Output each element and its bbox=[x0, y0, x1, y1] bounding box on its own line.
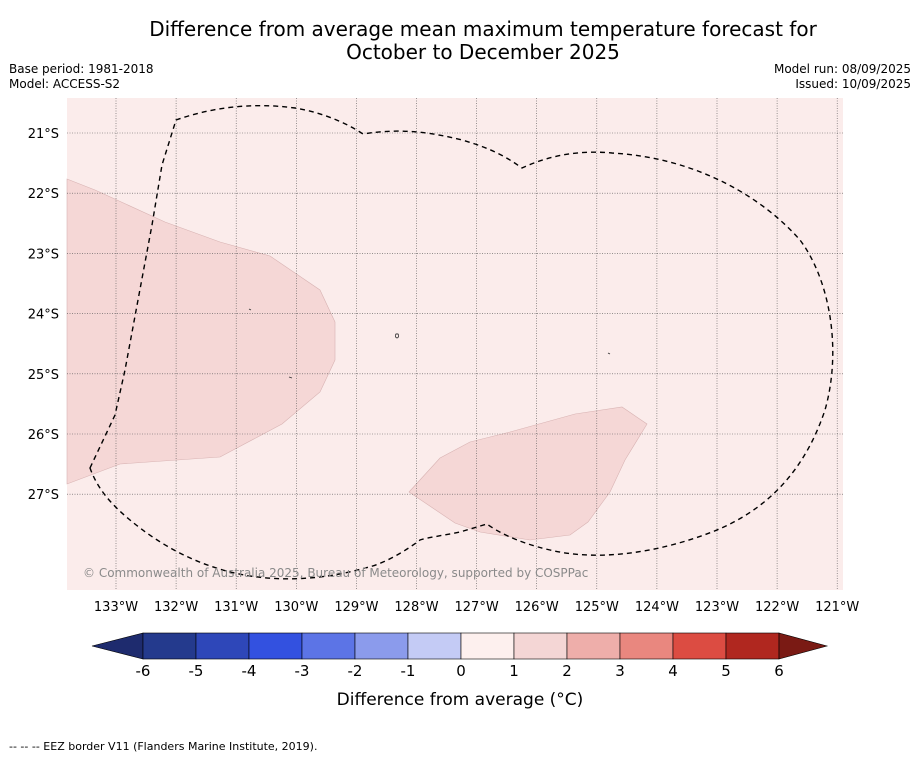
colorbar-extend-high bbox=[778, 632, 829, 660]
meta-right: Model run: 08/09/2025 Issued: 10/09/2025 bbox=[774, 62, 911, 92]
longitude-label: 130°W bbox=[274, 600, 318, 615]
colorbar-tick-label: -3 bbox=[295, 662, 310, 680]
colorbar-segment bbox=[513, 632, 568, 660]
latitude-label: 21°S bbox=[28, 127, 59, 142]
longitude-label: 133°W bbox=[94, 600, 138, 615]
colorbar-label: Difference from average (°C) bbox=[337, 690, 584, 710]
base-period: Base period: 1981-2018 bbox=[9, 62, 154, 76]
longitude-label: 124°W bbox=[635, 600, 679, 615]
island-marker bbox=[248, 308, 252, 311]
eez-border bbox=[89, 104, 834, 580]
colorbar-tick-label: 0 bbox=[456, 662, 466, 680]
colorbar-tick-label: 3 bbox=[615, 662, 625, 680]
issued-date: Issued: 10/09/2025 bbox=[795, 77, 911, 91]
colorbar-segment bbox=[248, 632, 303, 660]
colorbar-tick-label: -6 bbox=[136, 662, 151, 680]
gridlines bbox=[67, 98, 843, 590]
longitude-label: 125°W bbox=[575, 600, 619, 615]
island-marker bbox=[607, 352, 611, 355]
colorbar-segment bbox=[195, 632, 250, 660]
colorbar-tick-label: 5 bbox=[721, 662, 731, 680]
colorbar-tick-label: 2 bbox=[562, 662, 572, 680]
colorbar-segment bbox=[301, 632, 356, 660]
latitude-label: 24°S bbox=[28, 308, 59, 323]
map-title: Difference from average mean maximum tem… bbox=[0, 18, 919, 64]
latitude-label: 25°S bbox=[28, 368, 59, 383]
colorbar-tick-label: 6 bbox=[774, 662, 784, 680]
colorbar-segment bbox=[407, 632, 462, 660]
latitude-label: 22°S bbox=[28, 187, 59, 202]
longitude-label: 122°W bbox=[755, 600, 799, 615]
anomaly-region-southeast bbox=[408, 406, 648, 541]
longitude-label: 123°W bbox=[695, 600, 739, 615]
colorbar-tick-label: -2 bbox=[348, 662, 363, 680]
island-marker bbox=[394, 333, 400, 339]
longitude-labels: 133°W 132°W 131°W 130°W 129°W 128°W 127°W 126°W… bbox=[94, 600, 860, 615]
longitude-label: 127°W bbox=[455, 600, 499, 615]
latitude-label: 27°S bbox=[28, 488, 59, 503]
title-line-2: October to December 2025 bbox=[346, 40, 620, 64]
colorbar-segment bbox=[566, 632, 621, 660]
latitude-label: 26°S bbox=[28, 428, 59, 443]
anomaly-region-west bbox=[66, 178, 336, 485]
colorbar-segment bbox=[619, 632, 674, 660]
colorbar-tick-label: -4 bbox=[242, 662, 257, 680]
longitude-label: 132°W bbox=[154, 600, 198, 615]
latitude-label: 23°S bbox=[28, 247, 59, 262]
model-name: Model: ACCESS-S2 bbox=[9, 77, 121, 91]
colorbar-tick-label: -1 bbox=[401, 662, 416, 680]
meta-left: Base period: 1981-2018 Model: ACCESS-S2 bbox=[9, 62, 154, 92]
colorbar-segment bbox=[142, 632, 197, 660]
island-marker bbox=[288, 376, 293, 379]
colorbar-segment bbox=[725, 632, 780, 660]
colorbar-segment bbox=[672, 632, 727, 660]
island-outlines bbox=[248, 308, 611, 379]
colorbar-segment bbox=[460, 632, 515, 660]
title-line-1: Difference from average mean maximum tem… bbox=[149, 17, 817, 41]
longitude-label: 126°W bbox=[515, 600, 559, 615]
copyright-text: © Commonwealth of Australia 2025, Bureau… bbox=[83, 566, 588, 580]
colorbar-extend-low bbox=[91, 632, 144, 660]
colorbar: -6 -5 -4 -3 -2 -1 0 1 2 3 4 5 6 bbox=[91, 632, 829, 680]
colorbar-tick-label: 4 bbox=[668, 662, 678, 680]
model-run: Model run: 08/09/2025 bbox=[773, 62, 911, 76]
longitude-label: 129°W bbox=[334, 600, 378, 615]
latitude-labels: 21°S 22°S 23°S 24°S 25°S 26°S 27°S bbox=[28, 127, 59, 503]
longitude-label: 128°W bbox=[394, 600, 438, 615]
longitude-label: 121°W bbox=[815, 600, 859, 615]
colorbar-tick-label: -5 bbox=[189, 662, 204, 680]
colorbar-tick-label: 1 bbox=[509, 662, 519, 680]
footer-note: -- -- -- EEZ border V11 (Flanders Marine… bbox=[9, 740, 318, 753]
longitude-label: 131°W bbox=[214, 600, 258, 615]
colorbar-segment bbox=[354, 632, 409, 660]
